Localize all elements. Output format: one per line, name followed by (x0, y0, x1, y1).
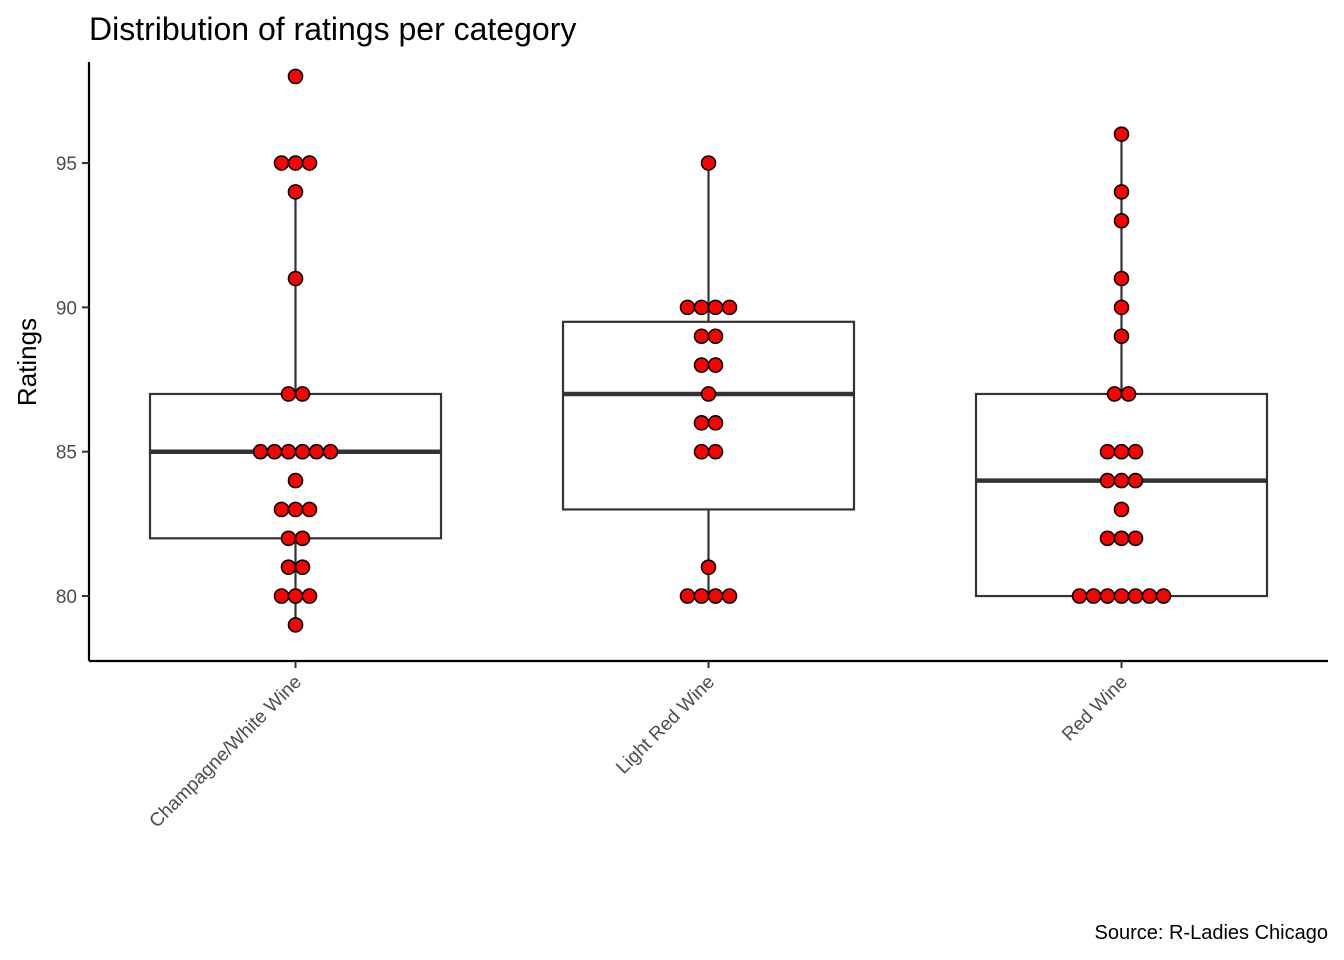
y-tick-label: 95 (56, 154, 77, 175)
box-group (148, 191, 443, 625)
data-point (308, 443, 325, 460)
data-point (1099, 443, 1116, 460)
data-point (1106, 386, 1123, 402)
x-tick-label: Light Red Wine (612, 672, 719, 779)
data-point (294, 443, 311, 460)
data-point (693, 357, 710, 373)
data-point (721, 299, 738, 316)
data-point (294, 386, 311, 402)
data-point (287, 270, 304, 287)
data-point (1155, 588, 1172, 604)
y-tick-label: 80 (56, 587, 77, 608)
data-point (1120, 386, 1137, 402)
box (561, 320, 856, 511)
data-point (252, 443, 269, 460)
data-point (693, 588, 710, 604)
data-point (1085, 588, 1102, 604)
data-point (1113, 530, 1130, 547)
box (974, 392, 1269, 598)
data-point (287, 155, 304, 171)
x-tick-label: Red Wine (1058, 672, 1132, 746)
data-point (707, 588, 724, 604)
data-point (1113, 328, 1130, 345)
data-point (1113, 270, 1130, 287)
data-point (273, 155, 290, 171)
data-point (693, 328, 710, 345)
data-point (707, 415, 724, 431)
data-point (1141, 588, 1158, 604)
data-point (287, 184, 304, 200)
data-point (700, 559, 717, 575)
data-point (294, 559, 311, 575)
data-point (1113, 501, 1130, 518)
data-point (287, 68, 304, 85)
data-point (273, 501, 290, 518)
y-tick-label: 90 (56, 298, 77, 319)
data-point (707, 357, 724, 373)
plot-area (148, 68, 1269, 633)
data-point (280, 530, 297, 547)
data-point (301, 501, 318, 518)
chart-title: Distribution of ratings per category (89, 11, 576, 47)
data-point (707, 328, 724, 345)
data-point (287, 472, 304, 489)
data-point (287, 501, 304, 518)
data-point (280, 559, 297, 575)
y-tick-label: 85 (56, 443, 77, 464)
data-point (287, 617, 304, 633)
data-point (679, 588, 696, 604)
x-tick-label: Champagne/White Wine (146, 672, 306, 832)
data-point (693, 299, 710, 316)
data-point (273, 588, 290, 604)
data-point (707, 443, 724, 460)
data-point (1113, 126, 1130, 142)
caption: Source: R-Ladies Chicago (1095, 922, 1328, 944)
y-axis-label: Ratings (12, 318, 42, 406)
data-point (322, 443, 339, 460)
data-point (1099, 472, 1116, 489)
data-point (1071, 588, 1088, 604)
data-point (1113, 443, 1130, 460)
data-point (693, 443, 710, 460)
data-point (693, 415, 710, 431)
data-point (700, 386, 717, 402)
data-point (1099, 588, 1116, 604)
data-point (1113, 184, 1130, 200)
data-point (1113, 299, 1130, 316)
data-point (707, 299, 724, 316)
data-point (287, 588, 304, 604)
data-point (280, 443, 297, 460)
data-point (1113, 212, 1130, 229)
data-point (1127, 472, 1144, 489)
data-point (1099, 530, 1116, 547)
data-point (721, 588, 738, 604)
data-point (266, 443, 283, 460)
data-point (301, 155, 318, 171)
data-point (1127, 530, 1144, 547)
data-point (679, 299, 696, 316)
data-point (1113, 472, 1130, 489)
box-group (561, 163, 856, 597)
data-point (301, 588, 318, 604)
data-point (1127, 588, 1144, 604)
data-point (1127, 443, 1144, 460)
data-point (294, 530, 311, 547)
box-group (974, 134, 1269, 598)
data-point (280, 386, 297, 402)
data-point (1113, 588, 1130, 604)
data-point (700, 155, 717, 171)
